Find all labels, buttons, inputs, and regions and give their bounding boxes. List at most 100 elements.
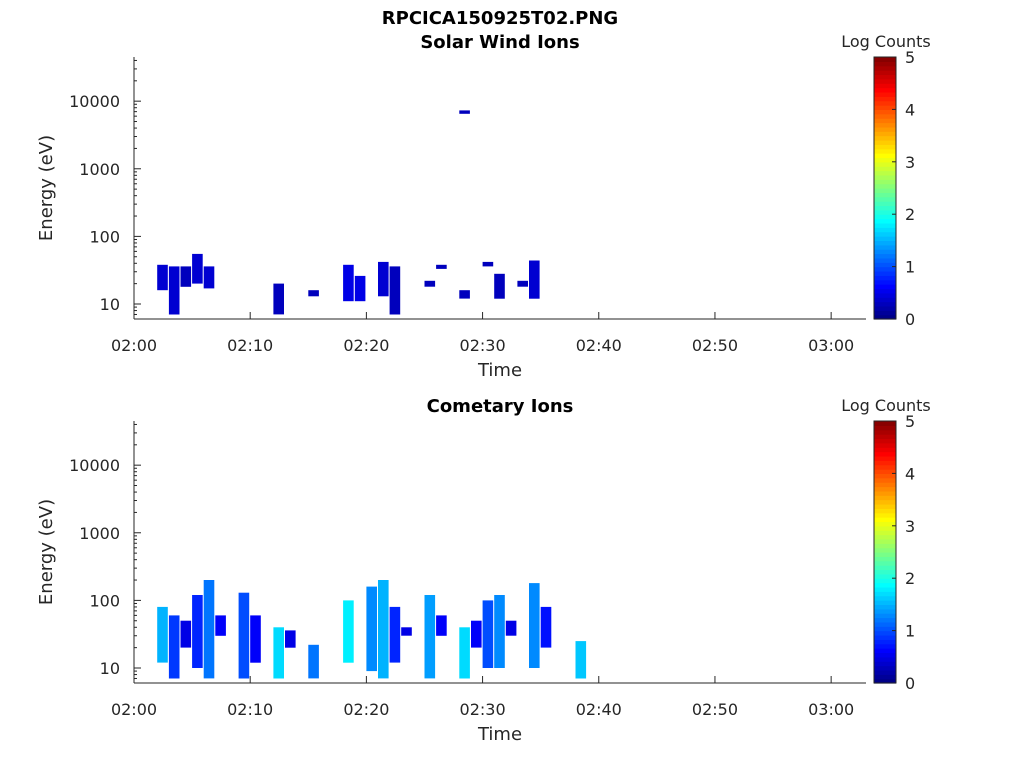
colorbar-step [874, 482, 896, 488]
colorbar-step [874, 464, 896, 470]
colorbar-frame [873, 420, 897, 684]
colorbar-step [874, 442, 896, 448]
colorbar-step [874, 231, 896, 237]
data-cell [250, 615, 261, 663]
colorbar-tick-label: 5 [905, 48, 915, 67]
colorbar-step [874, 595, 896, 601]
y-tick-label: 10000 [69, 456, 120, 475]
colorbar-step [874, 65, 896, 71]
x-tick-label: 02:30 [460, 700, 506, 719]
data-cell [517, 280, 528, 287]
data-cell [308, 290, 319, 297]
x-axis-label: Time [477, 360, 522, 381]
colorbar-step [874, 656, 896, 662]
colorbar-step [874, 447, 896, 453]
colorbar-step [874, 547, 896, 553]
data-cell [494, 273, 505, 299]
data-cell [354, 275, 366, 302]
data-cell [157, 606, 168, 663]
colorbar-step [874, 499, 896, 505]
colorbar-step [874, 578, 896, 584]
colorbar-step [874, 109, 896, 115]
data-cell [180, 620, 192, 648]
colorbar-step [874, 170, 896, 176]
x-tick-label: 02:30 [460, 336, 506, 355]
colorbar-tick-label: 4 [905, 100, 915, 119]
colorbar-step [874, 600, 896, 605]
colorbar-step [874, 560, 896, 566]
colorbar-step [874, 455, 896, 461]
colorbar-step [874, 661, 896, 667]
colorbar-step [874, 438, 896, 444]
colorbar-step [874, 451, 896, 457]
data-cell [203, 580, 215, 679]
colorbar-step [874, 543, 896, 549]
colorbar-step [874, 192, 896, 198]
colorbar-step [874, 174, 896, 180]
colorbar-step [874, 674, 896, 680]
colorbar-tick-label: 3 [905, 153, 915, 172]
colorbar-tick-label: 4 [905, 464, 915, 483]
colorbar-step [874, 105, 896, 110]
data-cell [378, 261, 389, 297]
colorbar-step [874, 630, 896, 636]
colorbar-tick-label: 1 [905, 622, 915, 641]
colorbar-tick-label: 0 [905, 674, 915, 693]
data-cell [238, 592, 250, 679]
colorbar-step [874, 582, 896, 588]
data-cell [168, 615, 180, 679]
x-tick-label: 02:00 [111, 700, 157, 719]
colorbar-step [874, 118, 896, 124]
colorbar-step [874, 179, 896, 185]
y-tick-label: 10000 [69, 92, 120, 111]
colorbar-step [874, 275, 896, 281]
colorbar-step [874, 634, 896, 640]
data-cell [192, 253, 203, 284]
colorbar-step [874, 222, 896, 228]
colorbar-step [874, 218, 896, 224]
data-cell [203, 266, 215, 289]
colorbar-step [874, 678, 896, 684]
colorbar-step [874, 240, 896, 246]
colorbar-step [874, 61, 896, 67]
data-cell [401, 627, 412, 636]
colorbar-label: Log Counts [841, 396, 931, 415]
colorbar-step [874, 648, 896, 654]
x-tick-label: 02:10 [227, 336, 273, 355]
figure-title: RPCICA150925T02.PNG [382, 8, 618, 29]
colorbar-step [874, 486, 896, 492]
colorbar-step [874, 565, 896, 571]
colorbar-step [874, 639, 896, 645]
colorbar-step [874, 490, 896, 496]
colorbar-step [874, 100, 896, 106]
colorbar-step [874, 495, 896, 501]
colorbar-step [874, 301, 896, 307]
colorbar-step [874, 122, 896, 128]
colorbar-step [874, 310, 896, 316]
panel-title: Cometary Ions [427, 396, 574, 417]
colorbar-step [874, 314, 896, 320]
data-cell [471, 620, 482, 648]
x-tick-label: 02:20 [343, 336, 389, 355]
colorbar-step [874, 621, 896, 627]
colorbar-step [874, 617, 896, 623]
colorbar-frame [873, 56, 897, 320]
colorbar-step [874, 201, 896, 207]
colorbar-step [874, 586, 896, 592]
colorbar-step [874, 236, 896, 241]
colorbar-step [874, 297, 896, 303]
data-cell [378, 580, 389, 679]
data-cell [436, 264, 447, 269]
colorbar-step [874, 434, 896, 440]
colorbar-step [874, 279, 896, 285]
y-axis-label: Energy (eV) [36, 499, 57, 605]
colorbar-step [874, 70, 896, 76]
colorbar-step [874, 460, 896, 466]
data-cell [436, 615, 447, 636]
colorbar-step [874, 126, 896, 132]
colorbar-step [874, 161, 896, 167]
data-cell [343, 264, 354, 302]
colorbar-step [874, 257, 896, 263]
